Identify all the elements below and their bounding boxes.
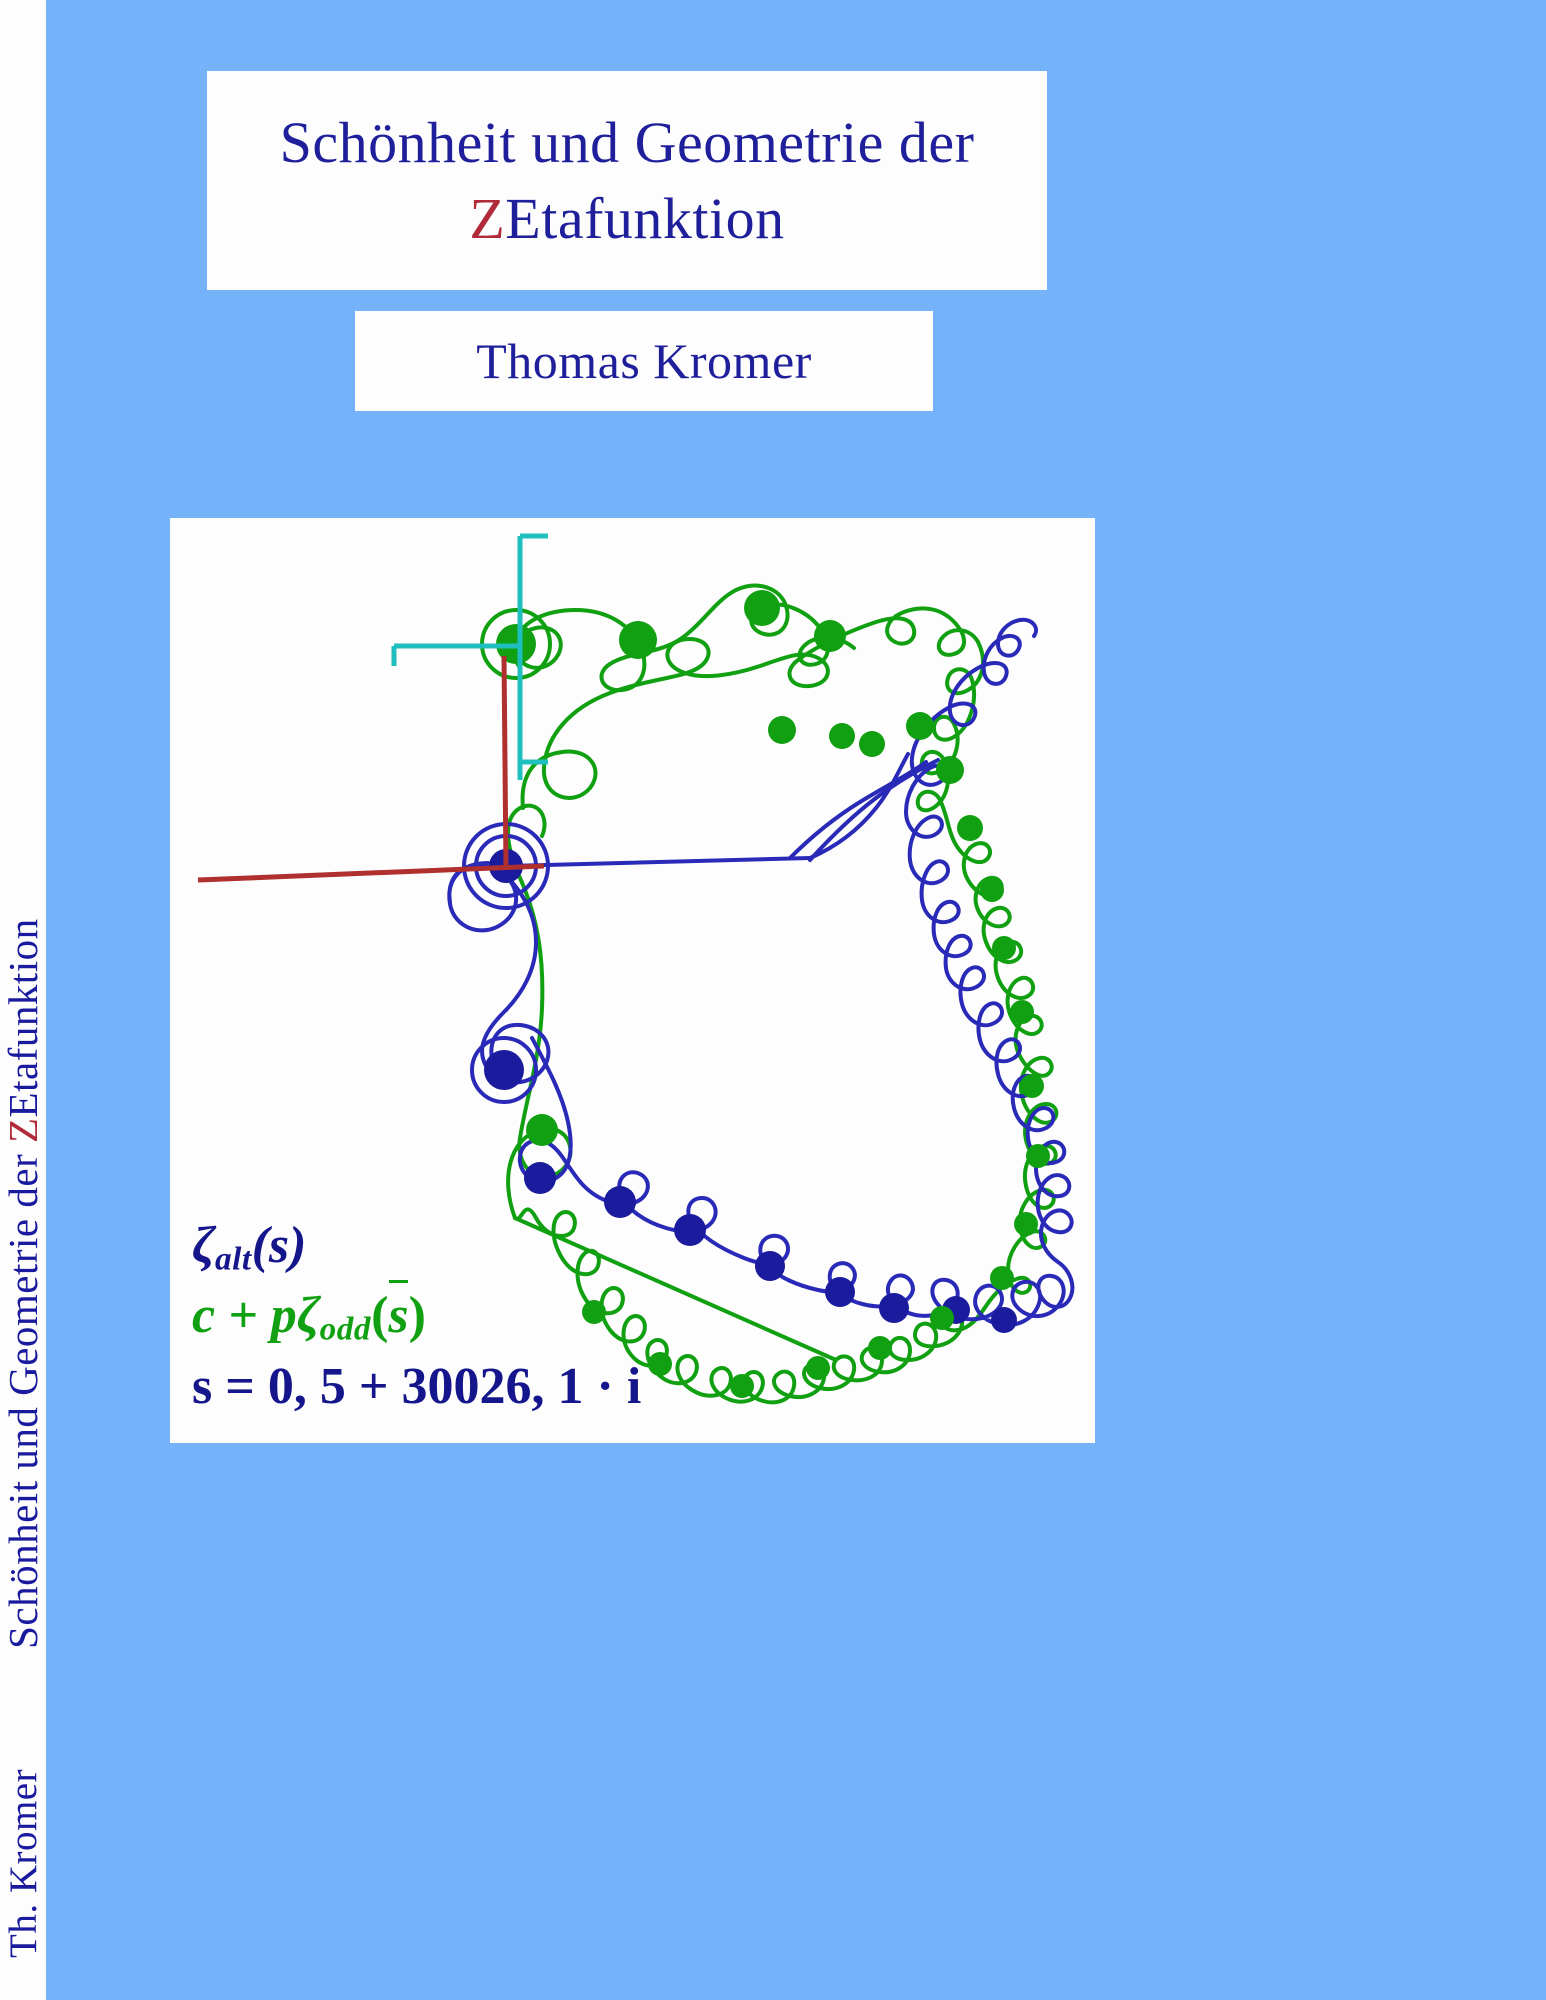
spine-title-accent-z: Z [0,1117,46,1144]
spine-title-prefix: Schönheit und Geometrie der [0,1143,46,1649]
series-blue-curve [447,617,1075,1327]
formula-green-conjugate-s: s [388,1280,409,1350]
title-line-2-rest: Etafunktion [505,185,785,251]
title-line-2: ZEtafunktion [469,181,784,256]
title-box: Schönheit und Geometrie der ZEtafunktion [207,71,1047,290]
crosshair-red [197,655,545,883]
spine-title: Schönheit und Geometrie der ZEtafunktion [0,918,46,1649]
crosshair-red-vertical [501,655,509,871]
formula-zeta-alt: ζalt(s) [192,1211,832,1282]
formula-green-subscript: odd [319,1310,372,1348]
formula-green-paren-open: ( [371,1287,389,1345]
author-box: Thomas Kromer [355,311,933,411]
title-accent-z: Z [469,185,506,251]
formula-green-zeta-symbol: ζ [296,1287,320,1345]
title-line-1: Schönheit und Geometrie der [279,110,975,176]
formula-green-paren-close: ) [408,1287,426,1345]
formula-zeta-subscript: alt [214,1240,252,1278]
crosshair-cyan [391,533,548,780]
formula-s-value: s = 0, 5 + 30026, 1 · i [192,1357,642,1415]
formula-green-lead: c + p [192,1287,297,1345]
book-spine: Th. Kromer Schönheit und Geometrie der Z… [0,0,46,2000]
formula-legend: ζalt(s) c + pζodd(s) s = 0, 5 + 30026, 1… [192,1211,832,1421]
plot-panel: ζalt(s) c + pζodd(s) s = 0, 5 + 30026, 1… [170,518,1095,1443]
spine-title-suffix: Etafunktion [0,918,46,1118]
spine-author: Th. Kromer [1,1768,45,1958]
zeta-trajectory-chart [197,533,1075,1405]
blue-node-markers [484,849,1017,1333]
author-name: Thomas Kromer [476,333,812,389]
spine-text-rotated: Th. Kromer Schönheit und Geometrie der Z… [0,0,46,2000]
formula-c-plus-p-zeta-odd: c + pζodd(s) [192,1280,832,1352]
crosshair-red-horizontal [197,863,545,883]
chart-curves [197,533,1075,1405]
formula-zeta-argument: (s) [251,1216,307,1274]
formula-zeta-symbol: ζ [192,1216,215,1274]
